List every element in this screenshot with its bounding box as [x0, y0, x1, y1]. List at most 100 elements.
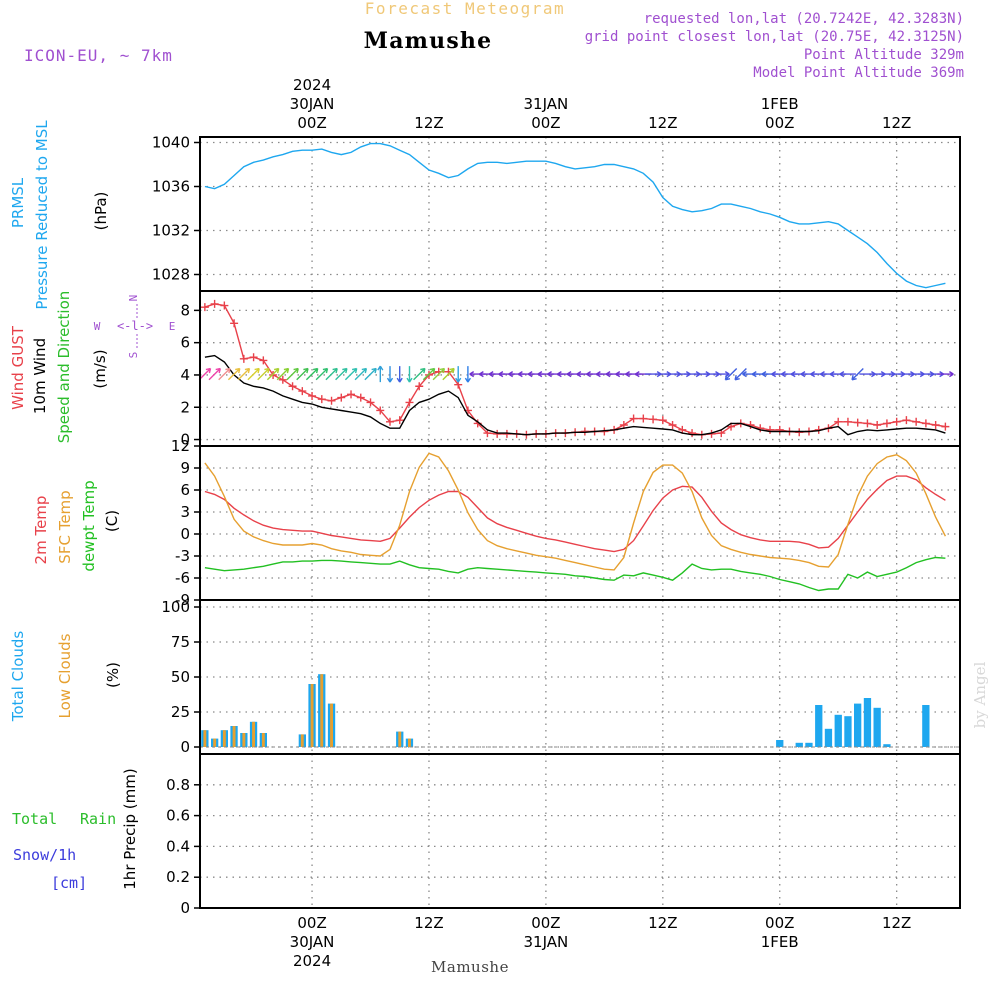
gust-marker: [882, 419, 891, 428]
gust-marker: [941, 422, 950, 431]
y-tick-label: 8: [180, 301, 190, 319]
panel-frame: [199, 753, 961, 909]
wind-direction-arrow: [432, 367, 446, 381]
bar-low-clouds: [300, 734, 304, 747]
series-2m-temp: [204, 475, 946, 553]
bar-total-clouds: [873, 707, 881, 747]
y-tick-label: 75: [171, 633, 190, 651]
gust-marker: [843, 417, 852, 426]
compass-w: W: [94, 320, 101, 333]
gust-marker: [337, 393, 346, 402]
wind-direction-arrow: [227, 367, 241, 381]
label-dewpt-temp: dewpt Temp: [80, 480, 98, 571]
label-prmsl: PRMSL: [9, 177, 27, 228]
y-tick-label: 25: [171, 703, 190, 721]
panel-clouds: 0 25 50 75 100: [161, 598, 961, 756]
y-tick-label: 6: [180, 481, 190, 499]
gust-marker: [688, 429, 697, 438]
time-label: 00Z: [765, 114, 794, 132]
time-label: 00Z: [531, 114, 560, 132]
compass-s: S: [127, 352, 140, 359]
panel-precip: 0 0.2 0.4 0.6 0.8: [166, 753, 961, 917]
temperature-labels: 2m Temp SFC Temp dewpt Temp (C): [32, 480, 121, 571]
label-1hr-precip: 1hr Precip (mm): [121, 768, 139, 889]
label-percent: (%): [104, 662, 122, 688]
model-point-altitude: Model Point Altitude 369m: [753, 65, 964, 81]
gust-marker: [376, 406, 385, 415]
gust-marker: [863, 419, 872, 428]
gust-marker: [493, 429, 502, 438]
bar-low-clouds: [261, 733, 265, 747]
gust-marker: [317, 395, 326, 404]
wind-direction-arrow: [455, 366, 462, 383]
bar-total-clouds: [815, 705, 823, 747]
time-label: 31JAN: [524, 95, 569, 113]
time-label: 12Z: [648, 114, 677, 132]
wind-direction-arrow: [937, 371, 954, 378]
label-10m-wind: 10m Wind: [31, 338, 49, 414]
bar-total-clouds: [824, 728, 833, 747]
y-tick-label: 1040: [152, 134, 190, 152]
wind-direction-arrow: [851, 368, 864, 381]
bar-low-clouds: [213, 738, 217, 747]
wind-direction-arrow: [464, 366, 471, 383]
gust-marker: [366, 398, 375, 407]
y-tick-label: 1036: [152, 178, 190, 196]
wind-direction-arrow: [724, 368, 738, 381]
wind-direction-arrow: [377, 365, 384, 383]
label-ms: (m/s): [91, 349, 109, 388]
wind-direction-arrow: [734, 368, 747, 381]
gust-marker: [200, 303, 209, 312]
panel-temperature: -9 -6 -3 0 3 6 9 12: [171, 437, 961, 609]
time-label: 12Z: [882, 114, 911, 132]
wind-direction-arrow: [406, 366, 413, 383]
gust-marker: [415, 382, 424, 391]
time-label: 12Z: [648, 914, 677, 932]
gust-marker: [834, 417, 843, 426]
y-tick-label: 0.6: [166, 807, 190, 825]
gust-marker: [239, 354, 248, 363]
compass-arrows: <-l->: [117, 319, 153, 333]
location-title: Mamushe: [364, 28, 493, 54]
y-tick-label: 1032: [152, 222, 190, 240]
requested-coordinates: requested lon,lat (20.7242E, 42.3283N): [644, 11, 964, 27]
panel-frame: [199, 136, 961, 292]
gust-marker: [756, 424, 765, 433]
y-tick-label: 1028: [152, 266, 190, 284]
label-total: Total: [12, 810, 57, 828]
wind-direction-arrow: [198, 367, 212, 381]
bar-low-clouds: [398, 731, 402, 747]
label-wind-gust: Wind GUST: [9, 325, 27, 410]
y-tick-label: 0.8: [166, 776, 190, 794]
cloud-labels: Total Clouds Low Clouds (%): [9, 631, 122, 723]
y-tick-label: -9: [175, 591, 190, 609]
bar-total-clouds: [795, 742, 803, 747]
wind-direction-arrow: [208, 367, 221, 381]
gust-marker: [347, 390, 356, 399]
gust-marker: [775, 425, 784, 434]
wind-direction-arrow: [354, 367, 368, 381]
gust-marker: [921, 419, 930, 428]
gust-marker: [298, 387, 307, 396]
gust-marker: [327, 396, 336, 405]
y-tick-label: 50: [171, 668, 190, 686]
credit-watermark: by Angel: [971, 661, 989, 728]
bar-low-clouds: [330, 703, 333, 747]
time-label: 12Z: [414, 914, 443, 932]
y-tick-label: 4: [180, 366, 190, 384]
compass-icon: N S W E <-l->: [94, 295, 176, 359]
gust-marker: [892, 417, 901, 426]
time-label: 12Z: [882, 914, 911, 932]
compass-n: N: [127, 295, 140, 302]
wind-direction-arrow: [413, 367, 426, 381]
gust-marker: [210, 299, 219, 308]
gust-marker: [308, 391, 317, 400]
pressure-labels: PRMSL Pressure Reduced to MSL (hPa): [9, 120, 110, 310]
wind-direction-arrow: [305, 367, 319, 381]
label-pressure-msl: Pressure Reduced to MSL: [33, 120, 51, 310]
label-rain: Rain: [80, 810, 116, 828]
bar-low-clouds: [408, 738, 411, 747]
wind-direction-arrow: [442, 367, 455, 381]
